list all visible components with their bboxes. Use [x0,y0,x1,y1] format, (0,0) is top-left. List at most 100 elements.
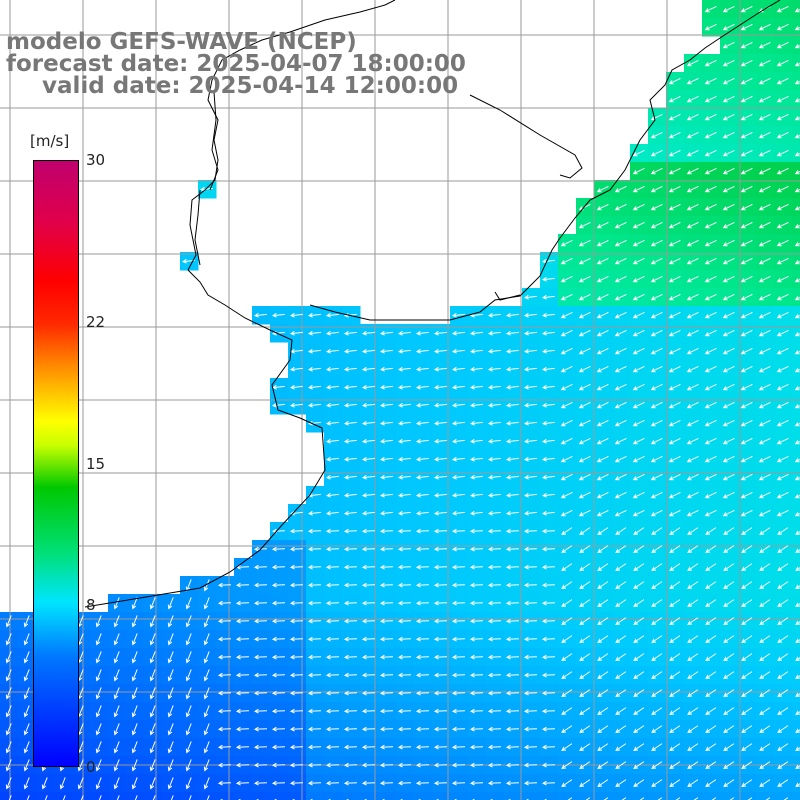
wind-arrow [741,653,753,661]
wind-cell [162,792,181,800]
wind-arrow [722,59,735,67]
wind-arrow [758,221,771,229]
wind-arrow [289,762,304,768]
wind-arrow [203,579,210,592]
wind-arrow [541,348,556,354]
wind-arrow [596,509,609,517]
wind-arrow [451,762,466,768]
wind-cell [486,792,505,800]
wind-arrow [759,761,771,769]
wind-arrow [578,329,591,337]
wind-arrow [433,366,448,372]
wind-arrow [795,710,800,715]
wind-arrow [523,600,538,606]
wind-arrow [325,474,340,480]
wind-arrow [651,743,663,751]
wind-arrow [615,689,627,697]
wind-arrow [632,275,645,283]
wind-arrow [415,600,430,606]
wind-arrow [253,312,268,318]
wind-arrow [615,671,627,679]
wind-arrow [669,707,681,715]
wind-arrow [650,185,663,193]
wind-arrow [740,275,753,283]
wind-arrow [343,420,358,426]
wind-arrow [379,708,394,714]
wind-arrow [578,455,591,463]
wind-arrow [668,113,681,121]
wind-cell [504,792,523,800]
wind-cell [792,378,800,397]
wind-arrow [23,741,30,754]
wind-cell [792,720,800,739]
wind-arrow [704,113,717,121]
wind-arrow [271,672,286,678]
wind-arrow [361,600,376,606]
wind-arrow [235,654,250,660]
wind-arrow [289,636,304,642]
wind-arrow [235,600,250,606]
wind-arrow [795,602,800,607]
wind-arrow [758,77,771,85]
wind-arrow [758,311,771,319]
wind-arrow [740,491,753,499]
wind-arrow [487,600,502,606]
wind-arrow [185,597,192,610]
wind-arrow [415,744,430,750]
wind-arrow [776,95,789,103]
wind-arrow [668,77,681,85]
wind-arrow [704,437,717,445]
wind-arrow [560,419,573,427]
wind-arrow [23,687,30,700]
colorbar-tick-0: 0 [86,758,96,776]
wind-arrow [253,564,268,570]
wind-arrow [451,474,466,480]
wind-arrow [614,365,627,373]
wind-arrow [8,795,12,800]
wind-arrow [596,491,609,499]
wind-arrow [687,617,699,625]
wind-vectors [5,5,800,800]
wind-arrow [523,510,538,516]
wind-arrow [614,509,627,517]
wind-arrow [633,761,645,769]
wind-arrow [541,510,556,516]
wind-cell [756,792,775,800]
wind-arrow [397,420,412,426]
wind-arrow [361,456,376,462]
wind-arrow [723,743,735,751]
wind-arrow [523,294,538,300]
wind-arrow [632,149,645,157]
wind-cell [306,792,325,800]
wind-arrow [633,527,645,535]
wind-arrow [397,618,412,624]
wind-arrow [758,401,771,409]
wind-arrow [469,420,484,426]
wind-arrow [451,618,466,624]
wind-arrow [722,41,735,49]
wind-arrow [451,600,466,606]
wind-arrow [741,689,753,697]
wind-arrow [795,638,800,643]
wind-arrow [615,635,627,643]
wind-cell [792,612,800,631]
wind-arrow [203,615,210,628]
wind-arrow [740,473,753,481]
wind-arrow [687,545,699,553]
wind-arrow [289,366,304,372]
wind-arrow [758,365,771,373]
wind-cell [234,792,253,800]
wind-arrow [523,366,538,372]
wind-arrow [795,584,800,589]
wind-arrow [415,762,430,768]
wind-arrow [686,257,699,265]
wind-arrow [433,528,448,534]
wind-arrow [289,528,304,534]
wind-arrow [505,312,520,318]
wind-arrow [149,777,156,790]
wind-arrow [487,744,502,750]
wind-arrow [723,635,735,643]
wind-arrow [325,636,340,642]
